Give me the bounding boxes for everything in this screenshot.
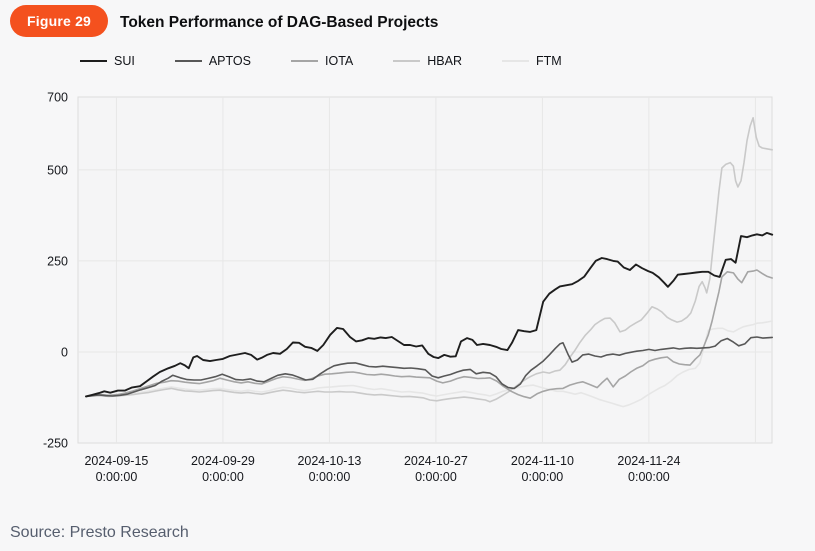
legend-line-swatch — [393, 60, 421, 62]
figure-number-badge: Figure 29 — [10, 5, 109, 37]
y-tick-label: 0 — [61, 345, 68, 359]
series-line-hbar — [85, 117, 774, 403]
legend-line-swatch — [174, 60, 202, 62]
legend-line-swatch — [291, 60, 318, 62]
series-line-iota — [85, 269, 774, 400]
legend-item-ftm[interactable]: FTM — [501, 54, 562, 68]
series-line-sui — [85, 231, 774, 398]
legend-item-sui[interactable]: SUI — [80, 54, 135, 68]
chart-plot-container: 700 500 250 0 -250 2024-09-15 0:00:00 2024-09-2… — [43, 91, 774, 484]
legend-item-iota[interactable]: IOTA — [291, 54, 353, 68]
legend-item-hbar[interactable]: HBAR — [393, 54, 462, 68]
legend-item-aptos[interactable]: APTOS — [174, 54, 251, 68]
chart-title: Token Performance of DAG-Based Projects — [120, 14, 439, 31]
legend-label: SUI — [114, 54, 135, 68]
y-tick-label: 250 — [47, 254, 68, 268]
x-tick-date: 2024-11-24 — [617, 454, 680, 468]
legend-label: HBAR — [427, 54, 462, 68]
x-tick-time: 0:00:00 — [202, 470, 244, 484]
y-tick-label: 500 — [47, 163, 68, 177]
legend-label: FTM — [535, 54, 562, 68]
x-tick-time: 0:00:00 — [309, 470, 351, 484]
y-tick-label: -250 — [43, 437, 68, 451]
y-tick-label: 700 — [47, 91, 68, 105]
x-tick-time: 0:00:00 — [415, 470, 457, 484]
x-tick-date: 2024-09-15 — [84, 454, 148, 468]
x-tick-time: 0:00:00 — [522, 470, 564, 484]
source-attribution: Source: Presto Research — [10, 524, 189, 541]
line-chart: 700 500 250 0 -250 2024-09-15 0:00:00 2024-09-2… — [43, 91, 774, 484]
legend-line-swatch — [501, 60, 529, 62]
plot-area — [77, 96, 773, 444]
x-tick-time: 0:00:00 — [628, 470, 670, 484]
legend-label: IOTA — [325, 54, 354, 68]
x-tick-date: 2024-09-29 — [191, 454, 255, 468]
x-tick-date: 2024-10-27 — [404, 454, 468, 468]
x-tick-date: 2024-11-10 — [511, 454, 574, 468]
x-tick-date: 2024-10-13 — [297, 454, 361, 468]
series-line-ftm — [85, 320, 774, 408]
chart-legend: SUI APTOS IOTA HBAR FTM — [80, 54, 562, 68]
series-line-aptos — [85, 336, 774, 398]
legend-label: APTOS — [208, 54, 251, 68]
x-tick-time: 0:00:00 — [96, 470, 138, 484]
legend-line-swatch — [80, 60, 107, 62]
